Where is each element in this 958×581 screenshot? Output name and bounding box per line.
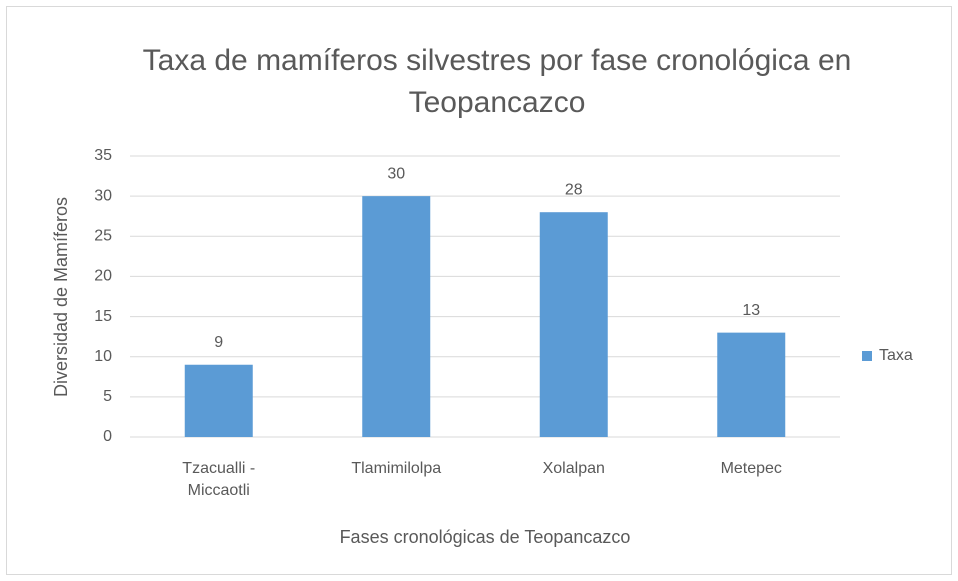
chart-title: Taxa de mamíferos silvestres por fase cr… (142, 44, 852, 119)
legend-swatch (862, 351, 872, 361)
y-tick-label: 25 (94, 228, 112, 245)
y-tick-label: 10 (94, 348, 112, 365)
x-tick-label: Metepec (720, 460, 782, 477)
data-label: 30 (387, 165, 405, 182)
data-label: 13 (742, 302, 760, 319)
bar (362, 196, 431, 437)
x-tick-label: Xolalpan (542, 460, 605, 477)
y-tick-label: 5 (103, 388, 112, 405)
bar (717, 332, 786, 437)
bar (184, 364, 253, 437)
y-tick-label: 0 (103, 428, 112, 445)
y-tick-label: 20 (94, 268, 112, 285)
data-label: 28 (565, 181, 583, 198)
legend-label: Taxa (879, 347, 913, 364)
x-tick-label: Tlamimilolpa (351, 460, 442, 477)
data-label: 9 (214, 334, 223, 351)
y-tick-label: 35 (94, 147, 112, 164)
x-axis-label: Fases cronológicas de Teopancazco (340, 527, 631, 547)
x-tick-label: Tzacualli - Miccaotli (182, 460, 256, 499)
bar (539, 212, 608, 437)
y-tick-label: 30 (94, 187, 112, 204)
y-tick-label: 15 (94, 308, 112, 325)
chart-border (6, 6, 952, 575)
y-axis-label: Diversidad de Mamíferos (51, 197, 71, 397)
